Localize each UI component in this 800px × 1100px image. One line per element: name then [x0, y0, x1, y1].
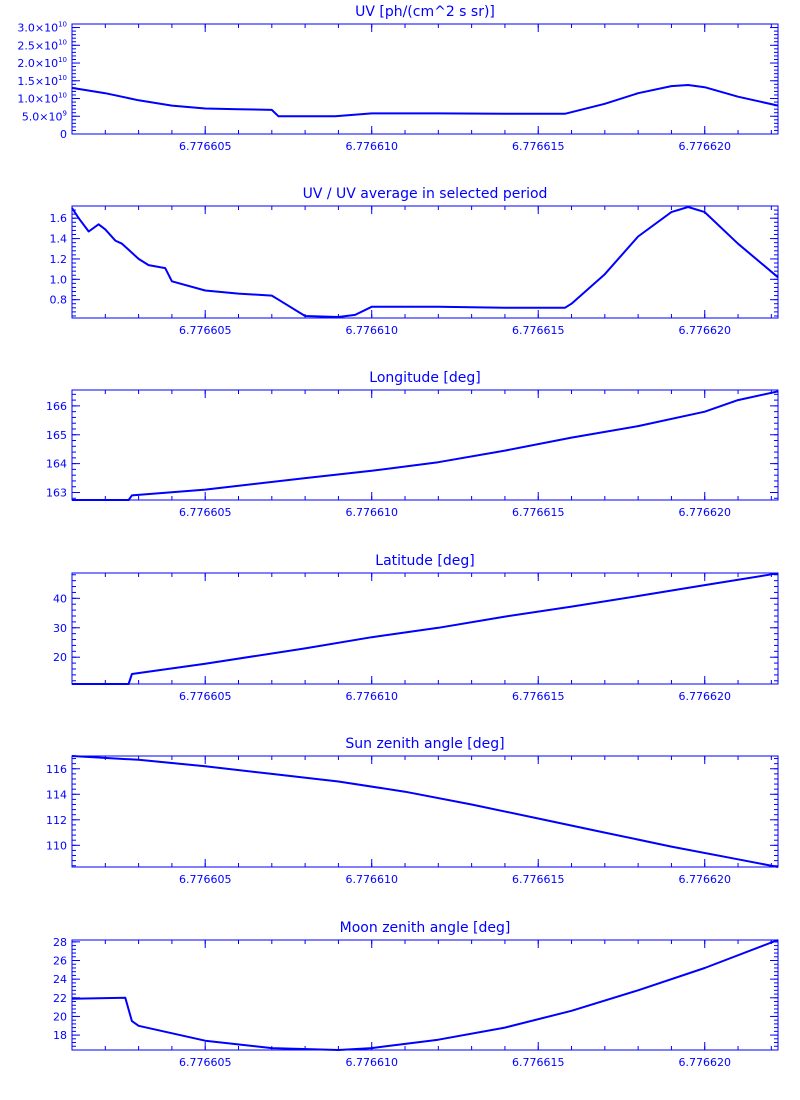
- panel-4: Latitude [deg] 6.776605 6.776610 6.776615 6.…: [53, 553, 779, 703]
- y-tick-label: 116: [46, 763, 67, 776]
- chart-title: Moon zenith angle [deg]: [340, 920, 511, 936]
- y-tick-label: 30: [53, 622, 67, 635]
- x-tick-label: 6.776605: [179, 1056, 232, 1069]
- y-tick-label: 1.5×1010: [17, 74, 67, 88]
- chart-title: UV / UV average in selected period: [303, 186, 548, 202]
- x-tick-label: 6.776620: [678, 1056, 731, 1069]
- y-tick-label: 2.5×1010: [17, 38, 67, 52]
- x-tick-label: 6.776605: [179, 324, 232, 337]
- y-tick-label: 112: [46, 814, 67, 827]
- y-tick-label: 2.0×1010: [17, 56, 67, 70]
- y-tick-label: 114: [46, 788, 67, 801]
- chart-title: Sun zenith angle [deg]: [345, 736, 504, 752]
- chart-title: UV [ph/(cm^2 s sr)]: [355, 4, 495, 20]
- chart-title: Longitude [deg]: [369, 370, 480, 386]
- y-tick-label: 164: [46, 458, 67, 471]
- y-tick-label: 18: [53, 1029, 67, 1042]
- data-line: [71, 755, 779, 868]
- x-tick-label: 6.776620: [678, 690, 731, 703]
- y-tick-label: 1.4: [50, 233, 68, 246]
- x-tick-label: 6.776615: [512, 690, 565, 703]
- panel-3: Longitude [deg] 6.776605 6.776610 6.776615 6…: [46, 370, 779, 519]
- x-tick-label: 6.776610: [345, 690, 398, 703]
- x-tick-label: 6.776620: [678, 873, 731, 886]
- x-tick-label: 6.776620: [678, 324, 731, 337]
- data-line: [72, 390, 779, 501]
- x-tick-label: 6.776605: [179, 506, 232, 519]
- data-line: [72, 572, 779, 685]
- plot-frame: [71, 572, 779, 685]
- panel-6: Moon zenith angle [deg] 6.776605 6.776610 6…: [53, 920, 779, 1069]
- plot-frame: [71, 755, 779, 868]
- x-tick-label: 6.776610: [345, 873, 398, 886]
- y-tick-label: 1.2: [50, 253, 68, 266]
- x-tick-label: 6.776605: [179, 873, 232, 886]
- panel-2: UV / UV average in selected period 6.7766…: [50, 186, 779, 337]
- y-tick-label: 5.0×109: [22, 109, 67, 123]
- data-line: [71, 939, 779, 1051]
- y-tick-label: 1.0: [50, 273, 68, 286]
- x-tick-label: 6.776610: [345, 506, 398, 519]
- y-tick-label: 1.6: [50, 212, 68, 225]
- plot-frame: [71, 939, 779, 1051]
- x-tick-label: 6.776615: [512, 324, 565, 337]
- y-tick-label: 24: [53, 973, 67, 986]
- y-tick-label: 26: [53, 955, 67, 968]
- x-tick-label: 6.776610: [345, 324, 398, 337]
- x-tick-label: 6.776620: [678, 506, 731, 519]
- chart-title: Latitude [deg]: [375, 553, 474, 569]
- x-tick-label: 6.776615: [512, 1056, 565, 1069]
- y-tick-label: 40: [53, 592, 67, 605]
- y-tick-label: 28: [53, 936, 67, 949]
- x-tick-label: 6.776615: [512, 873, 565, 886]
- y-tick-label: 1.0×1010: [17, 92, 67, 106]
- data-line: [71, 206, 779, 318]
- y-tick-label: 20: [53, 1010, 67, 1023]
- x-tick-label: 6.776610: [345, 1056, 398, 1069]
- x-tick-label: 6.776610: [345, 140, 398, 153]
- y-tick-label: 3.0×1010: [17, 21, 67, 35]
- plot-frame: [71, 205, 779, 319]
- x-tick-label: 6.776615: [512, 140, 565, 153]
- y-tick-label: 0: [60, 128, 67, 141]
- x-tick-label: 6.776620: [678, 140, 731, 153]
- data-line: [71, 84, 779, 118]
- x-tick-label: 6.776605: [179, 690, 232, 703]
- x-tick-label: 6.776615: [512, 506, 565, 519]
- y-tick-label: 110: [46, 839, 67, 852]
- y-tick-label: 165: [46, 429, 67, 442]
- x-tick-label: 6.776605: [179, 140, 232, 153]
- y-tick-label: 20: [53, 651, 67, 664]
- plot-frame: [71, 23, 779, 135]
- y-tick-label: 166: [46, 400, 67, 413]
- plot-frame: [71, 389, 779, 501]
- panel-1: UV [ph/(cm^2 s sr)] 6.776605 6.776610 6.776…: [17, 4, 779, 153]
- panel-5: Sun zenith angle [deg] 6.776605 6.776610 6.…: [46, 736, 779, 886]
- y-tick-label: 0.8: [50, 294, 68, 307]
- y-tick-label: 22: [53, 992, 67, 1005]
- y-tick-label: 163: [46, 486, 67, 499]
